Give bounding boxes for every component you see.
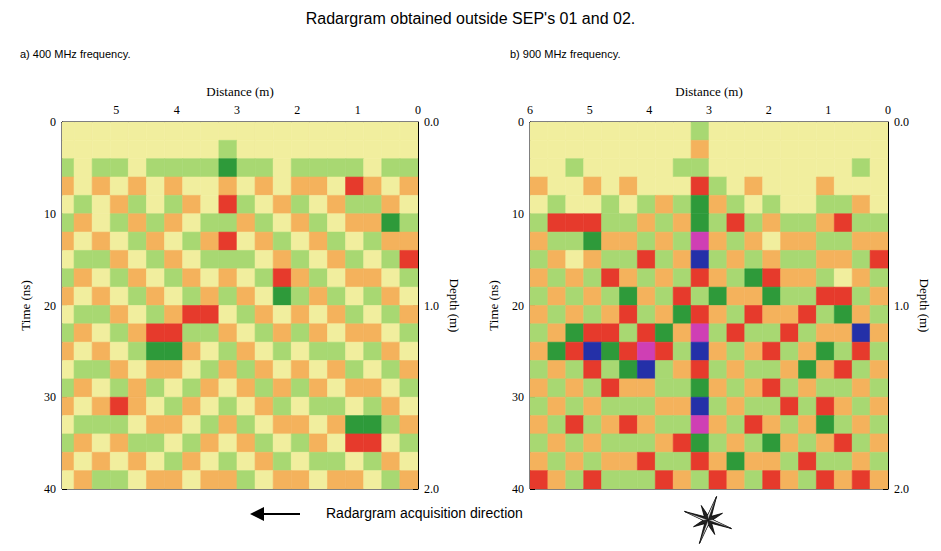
svg-text:Depth (m): Depth (m) xyxy=(447,279,462,333)
svg-text:40: 40 xyxy=(512,482,524,496)
svg-text:0: 0 xyxy=(50,115,56,129)
svg-text:6: 6 xyxy=(527,103,533,117)
svg-text:5: 5 xyxy=(587,103,593,117)
svg-text:4: 4 xyxy=(174,103,180,117)
svg-text:20: 20 xyxy=(512,299,524,313)
svg-text:2.0: 2.0 xyxy=(894,482,909,496)
svg-text:10: 10 xyxy=(512,207,524,221)
svg-text:10: 10 xyxy=(44,207,56,221)
svg-text:1: 1 xyxy=(825,103,831,117)
svg-text:0: 0 xyxy=(885,103,891,117)
svg-text:30: 30 xyxy=(44,390,56,404)
svg-text:0: 0 xyxy=(518,115,524,129)
svg-text:Radargram acquisition directio: Radargram acquisition direction xyxy=(326,505,523,521)
svg-text:Radargram obtained outside SEP: Radargram obtained outside SEP's 01 and … xyxy=(306,10,636,27)
svg-text:40: 40 xyxy=(44,482,56,496)
svg-text:3: 3 xyxy=(706,103,712,117)
svg-text:30: 30 xyxy=(512,390,524,404)
svg-text:0.0: 0.0 xyxy=(424,115,439,129)
svg-text:1.0: 1.0 xyxy=(894,299,909,313)
svg-text:2.0: 2.0 xyxy=(424,482,439,496)
svg-text:b) 900 MHz frequency.: b) 900 MHz frequency. xyxy=(510,48,620,60)
svg-text:20: 20 xyxy=(44,299,56,313)
svg-text:5: 5 xyxy=(113,103,119,117)
svg-text:2: 2 xyxy=(766,103,772,117)
svg-text:1: 1 xyxy=(355,103,361,117)
svg-text:3: 3 xyxy=(234,103,240,117)
svg-text:Time (ns): Time (ns) xyxy=(486,280,501,330)
svg-text:a) 400 MHz frequency.: a) 400 MHz frequency. xyxy=(20,48,130,60)
svg-text:Time (ns): Time (ns) xyxy=(18,280,33,330)
svg-text:Distance (m): Distance (m) xyxy=(206,84,274,99)
svg-text:4: 4 xyxy=(646,103,652,117)
svg-text:0: 0 xyxy=(415,103,421,117)
svg-text:Depth (m): Depth (m) xyxy=(917,279,932,333)
svg-text:0.0: 0.0 xyxy=(894,115,909,129)
svg-text:2: 2 xyxy=(294,103,300,117)
svg-text:Distance (m): Distance (m) xyxy=(675,84,743,99)
svg-text:1.0: 1.0 xyxy=(424,299,439,313)
